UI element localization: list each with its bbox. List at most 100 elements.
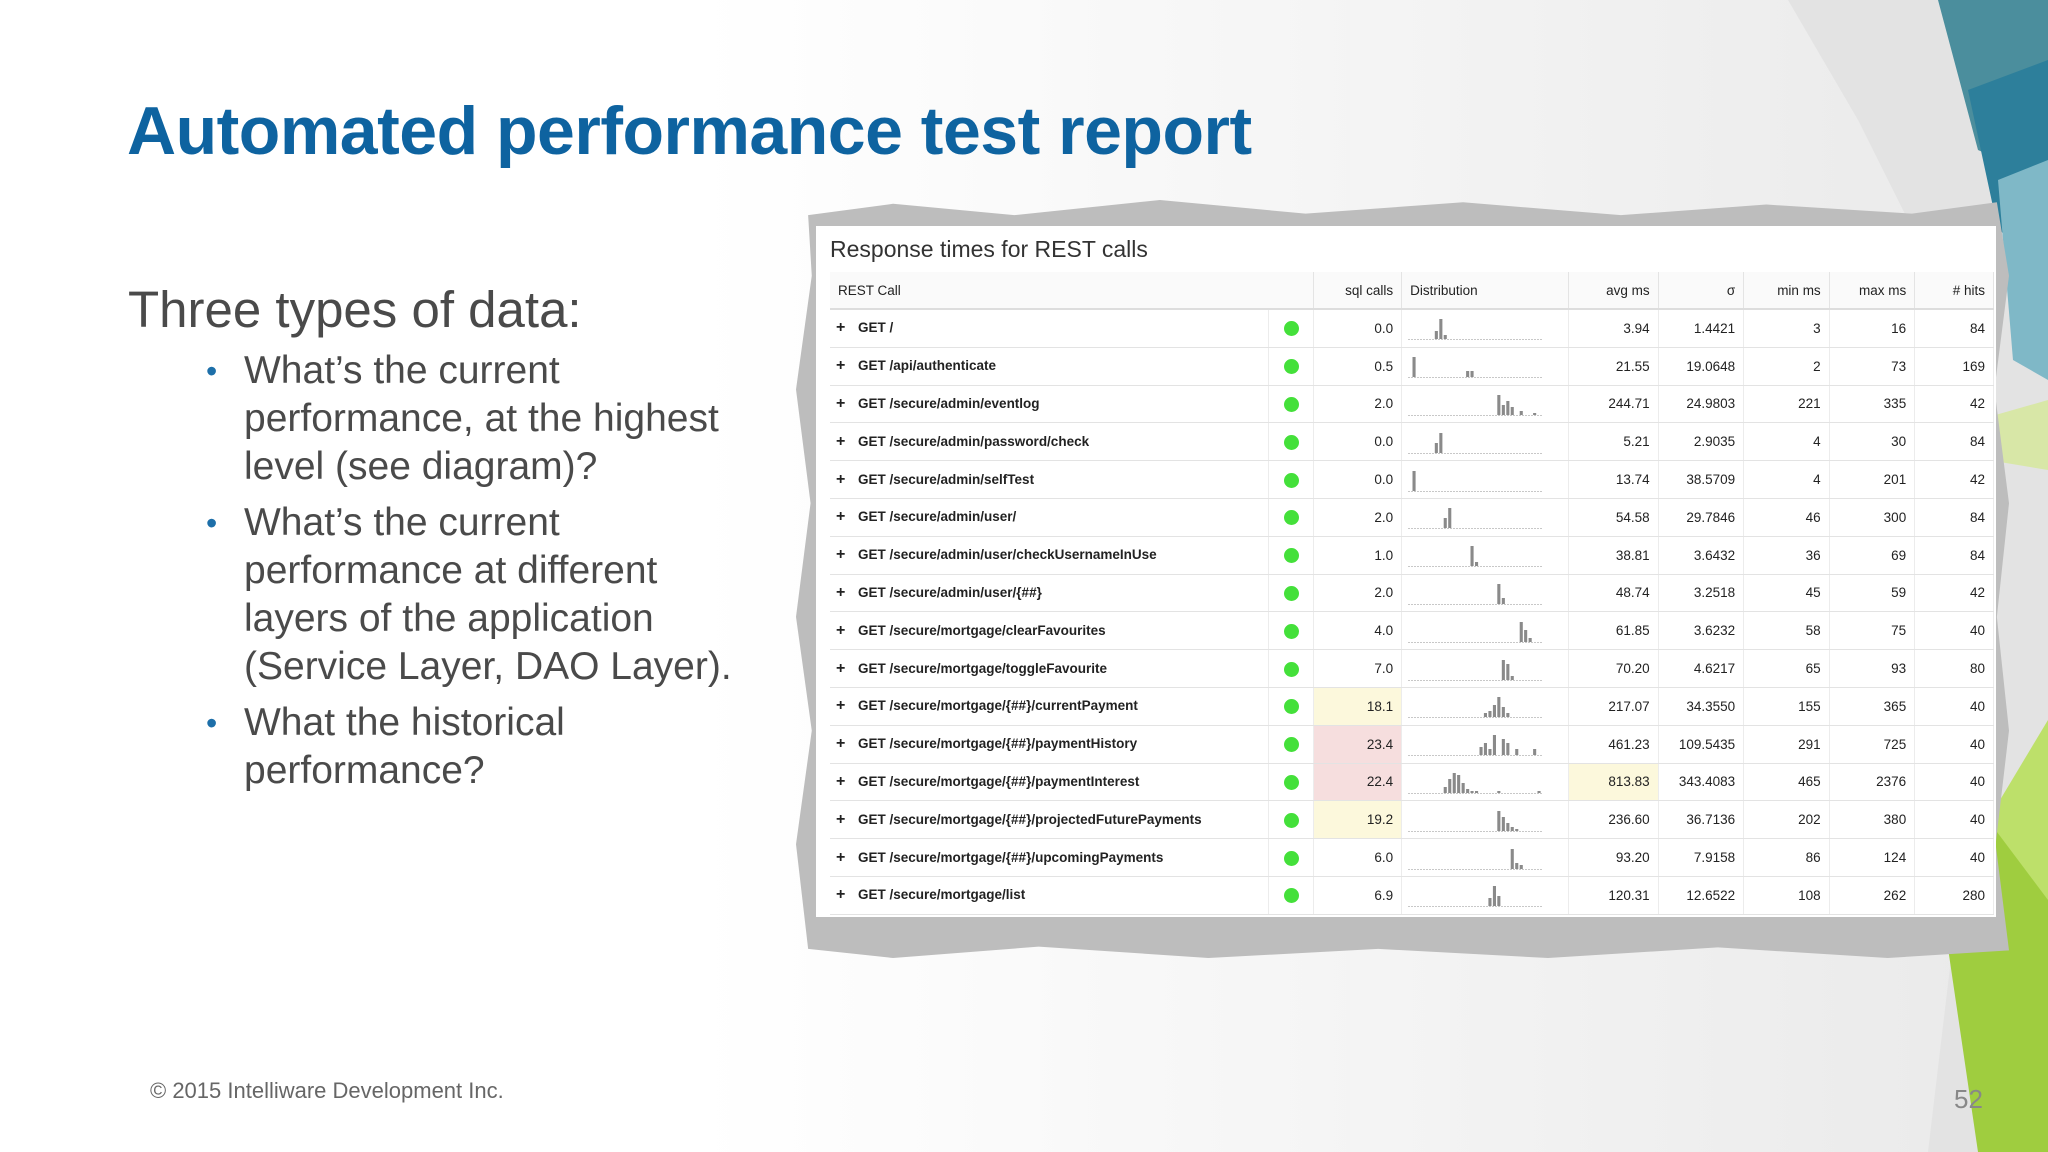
sigma-cell: 24.9803	[1658, 385, 1745, 424]
expand-plus-icon[interactable]: +	[836, 319, 846, 337]
avg-ms-cell: 3.94	[1568, 309, 1659, 348]
distribution-sparkline	[1408, 583, 1543, 605]
report-panel: Response times for REST calls REST Call …	[816, 226, 1996, 917]
status-ok-icon	[1283, 888, 1299, 904]
sparkline-bar	[1488, 749, 1492, 756]
rest-call-label: GET /secure/admin/eventlog	[858, 395, 1040, 411]
hits-cell: 40	[1914, 611, 1994, 651]
expand-plus-icon[interactable]: +	[836, 508, 846, 526]
expand-plus-icon[interactable]: +	[836, 659, 846, 677]
expand-plus-icon[interactable]: +	[836, 583, 846, 601]
rest-call-cell: + GET /secure/admin/eventlog	[830, 385, 1270, 424]
distribution-sparkline	[1408, 432, 1543, 454]
min-ms-cell: 202	[1743, 800, 1830, 840]
distribution-cell	[1401, 876, 1569, 915]
avg-ms-cell: 61.85	[1568, 611, 1659, 651]
expand-plus-icon[interactable]: +	[836, 886, 846, 904]
status-cell	[1268, 800, 1315, 840]
column-header-rest-call[interactable]: REST Call	[830, 272, 1315, 310]
avg-ms-cell: 236.60	[1568, 800, 1659, 840]
table-row[interactable]: + GET /secure/mortgage/{##}/currentPaymen…	[830, 687, 1994, 726]
column-header-sql-calls[interactable]: sql calls	[1313, 272, 1403, 310]
expand-plus-icon[interactable]: +	[836, 735, 846, 753]
sparkline-bar	[1497, 697, 1501, 718]
distribution-sparkline	[1408, 621, 1543, 643]
table-row[interactable]: + GET /secure/admin/user/checkUsernameInU…	[830, 536, 1994, 575]
table-row[interactable]: + GET /secure/mortgage/{##}/projectedFutu…	[830, 800, 1994, 840]
rest-calls-table: REST Call sql calls Distribution avg ms …	[830, 272, 1994, 915]
column-header-max-ms[interactable]: max ms	[1829, 272, 1916, 310]
rest-call-label: GET /secure/admin/user/	[858, 509, 1017, 525]
avg-ms-cell: 48.74	[1568, 574, 1659, 613]
table-row[interactable]: + GET /secure/mortgage/{##}/upcomingPayme…	[830, 838, 1994, 877]
sparkline-bar	[1493, 735, 1497, 756]
expand-plus-icon[interactable]: +	[836, 772, 846, 790]
sparkline-bar	[1443, 518, 1447, 529]
sparkline-bar	[1470, 546, 1474, 567]
expand-plus-icon[interactable]: +	[836, 470, 846, 488]
sparkline-bar	[1448, 778, 1452, 793]
sigma-cell: 29.7846	[1658, 498, 1745, 537]
sql-calls-cell: 4.0	[1313, 611, 1403, 651]
sparkline-bar	[1493, 705, 1497, 718]
expand-plus-icon[interactable]: +	[836, 697, 846, 715]
sparkline-bar	[1510, 826, 1514, 831]
sparkline-bar	[1510, 406, 1514, 415]
sigma-cell: 3.2518	[1658, 574, 1745, 613]
table-row[interactable]: + GET / 0.0 3.94 1.4421 3 16 84	[830, 309, 1994, 348]
table-row[interactable]: + GET /secure/mortgage/list 6.9 120.31 12.65…	[830, 876, 1994, 915]
table-row[interactable]: + GET /secure/admin/user/{##} 2.0 48.74 3.25…	[830, 574, 1994, 613]
column-header-sigma[interactable]: σ	[1658, 272, 1745, 310]
table-row[interactable]: + GET /secure/admin/eventlog 2.0 244.71 24.9…	[830, 385, 1994, 424]
distribution-cell	[1401, 800, 1569, 840]
distribution-cell	[1401, 725, 1569, 764]
rest-call-cell: + GET /secure/mortgage/toggleFavourite	[830, 649, 1270, 688]
table-row[interactable]: + GET /secure/admin/password/check 0.0 5.21…	[830, 422, 1994, 462]
sparkline-bar	[1448, 508, 1452, 529]
sql-calls-cell: 2.0	[1313, 574, 1403, 613]
sparkline-bar	[1443, 335, 1447, 340]
table-row[interactable]: + GET /api/authenticate 0.5 21.55 19.0648 2 73…	[830, 347, 1994, 386]
expand-plus-icon[interactable]: +	[836, 810, 846, 828]
expand-plus-icon[interactable]: +	[836, 432, 846, 450]
sql-calls-cell: 22.4	[1313, 763, 1403, 802]
rest-call-cell: + GET /secure/admin/user/checkUsernameInU…	[830, 536, 1270, 575]
expand-plus-icon[interactable]: +	[836, 357, 846, 375]
max-ms-cell: 365	[1829, 687, 1916, 726]
distribution-cell	[1401, 460, 1569, 499]
table-row[interactable]: + GET /secure/mortgage/clearFavourites 4.0…	[830, 611, 1994, 651]
sparkline-bar	[1475, 790, 1479, 793]
expand-plus-icon[interactable]: +	[836, 848, 846, 866]
sparkline-bar	[1510, 675, 1514, 680]
sparkline-bar	[1497, 394, 1501, 415]
hits-cell: 40	[1914, 763, 1994, 802]
sql-calls-cell: 1.0	[1313, 536, 1403, 575]
sparkline-bar	[1488, 711, 1492, 718]
table-row[interactable]: + GET /secure/admin/user/2.0 54.58 29.7846 4…	[830, 498, 1994, 537]
table-row[interactable]: + GET /secure/admin/selfTest 0.0 13.74 38.57…	[830, 460, 1994, 499]
max-ms-cell: 2376	[1829, 763, 1916, 802]
avg-ms-cell: 13.74	[1568, 460, 1659, 499]
hits-cell: 42	[1914, 460, 1994, 499]
min-ms-cell: 3	[1743, 309, 1830, 348]
column-header-hits[interactable]: # hits	[1914, 272, 1994, 310]
expand-plus-icon[interactable]: +	[836, 546, 846, 564]
status-cell	[1268, 725, 1315, 764]
min-ms-cell: 65	[1743, 649, 1830, 688]
avg-ms-cell: 244.71	[1568, 385, 1659, 424]
distribution-cell	[1401, 687, 1569, 726]
sql-calls-cell: 0.5	[1313, 347, 1403, 386]
rest-call-cell: + GET /api/authenticate	[830, 347, 1270, 386]
column-header-distribution[interactable]: Distribution	[1401, 272, 1569, 310]
sigma-cell: 109.5435	[1658, 725, 1745, 764]
sigma-cell: 3.6232	[1658, 611, 1745, 651]
column-header-min-ms[interactable]: min ms	[1743, 272, 1830, 310]
table-row[interactable]: + GET /secure/mortgage/{##}/paymentIntere…	[830, 763, 1994, 802]
expand-plus-icon[interactable]: +	[836, 394, 846, 412]
column-header-avg-ms[interactable]: avg ms	[1568, 272, 1659, 310]
rest-call-label: GET /secure/mortgage/{##}/currentPayment	[858, 698, 1138, 714]
max-ms-cell: 124	[1829, 838, 1916, 877]
expand-plus-icon[interactable]: +	[836, 621, 846, 639]
table-row[interactable]: + GET /secure/mortgage/{##}/paymentHistor…	[830, 725, 1994, 764]
table-row[interactable]: + GET /secure/mortgage/toggleFavourite 7.0…	[830, 649, 1994, 688]
